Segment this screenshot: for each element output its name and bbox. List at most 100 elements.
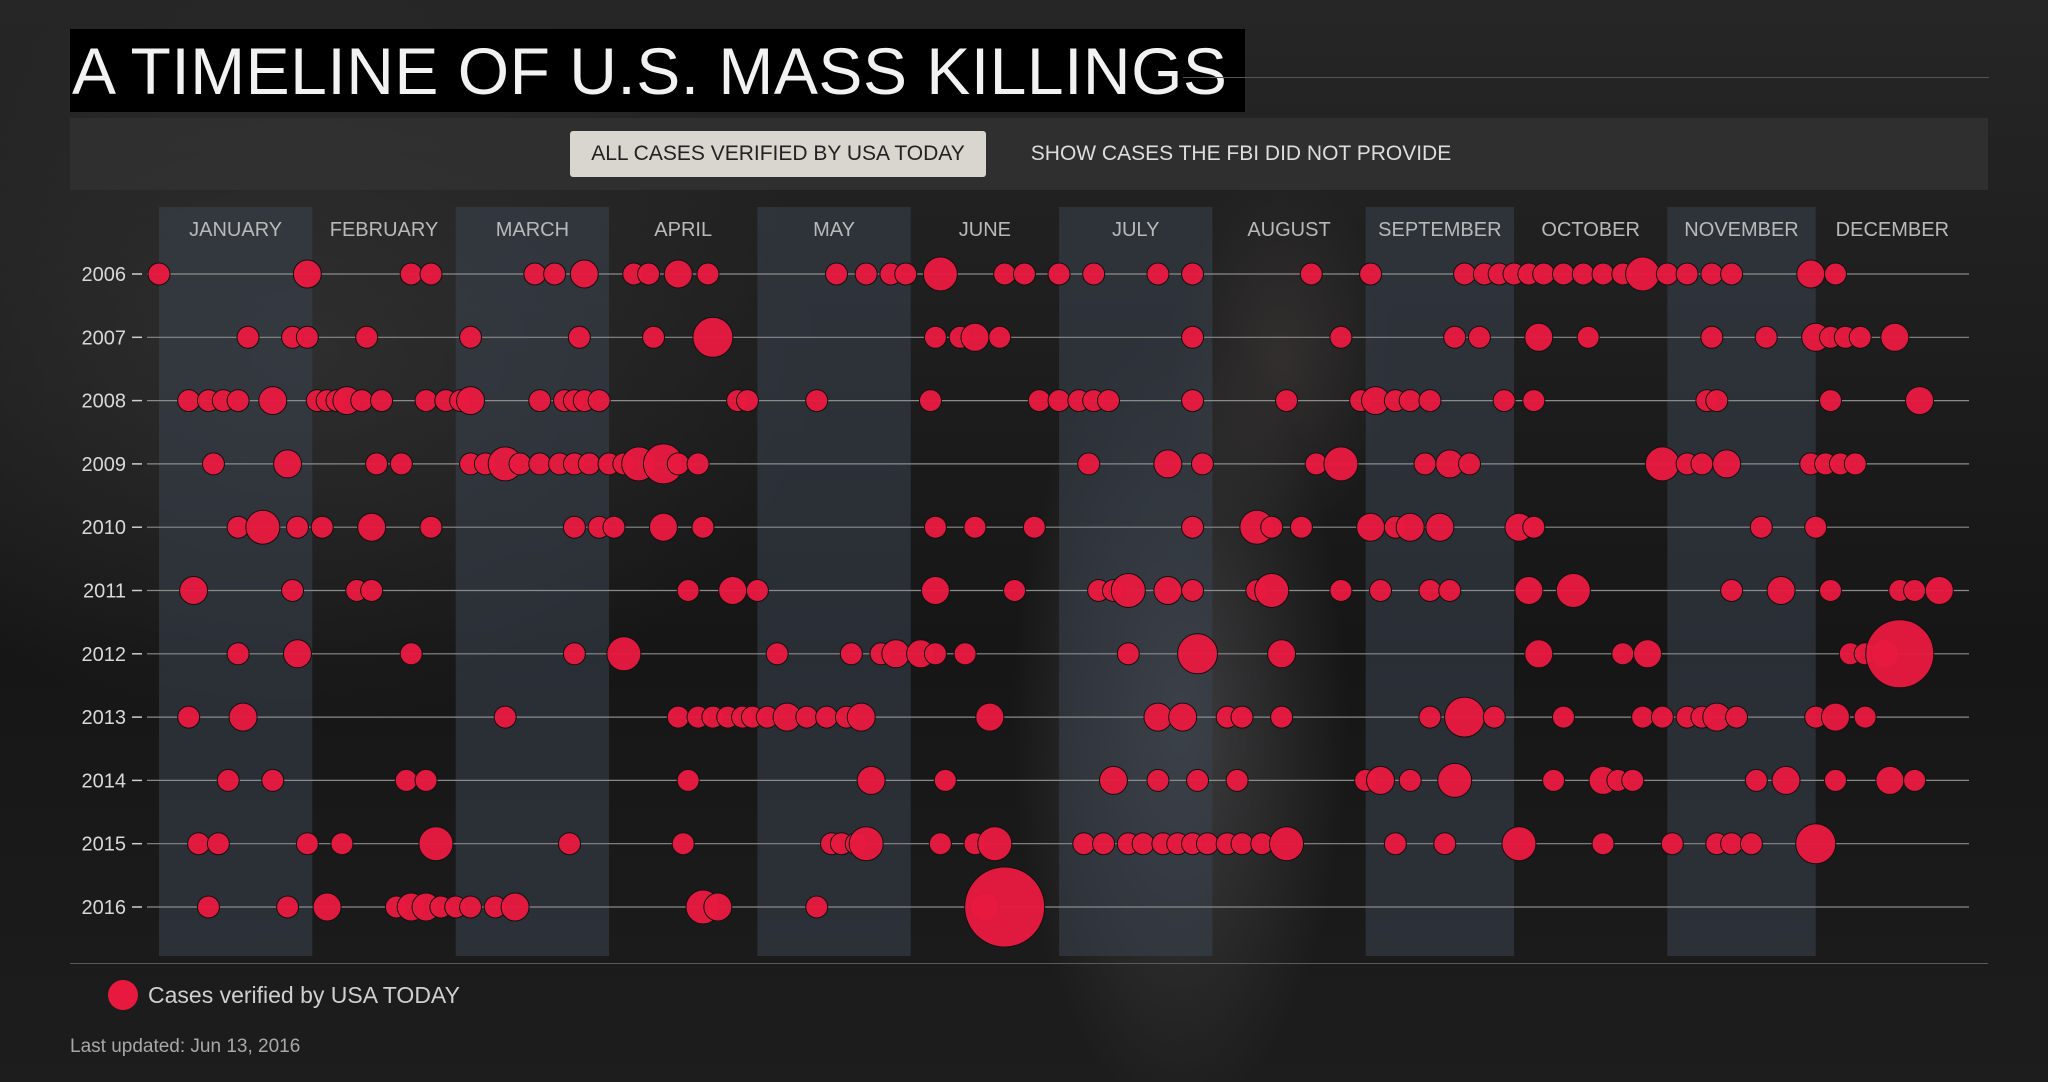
case-dot[interactable]	[1299, 262, 1323, 286]
case-dot[interactable]	[1492, 389, 1516, 413]
case-dot[interactable]	[206, 832, 230, 856]
case-dot[interactable]	[671, 832, 695, 856]
case-dot[interactable]	[1153, 576, 1183, 605]
case-dot[interactable]	[1749, 515, 1773, 539]
case-dot[interactable]	[663, 259, 693, 289]
case-dot[interactable]	[360, 579, 384, 602]
case-dot[interactable]	[1418, 579, 1442, 602]
case-dot[interactable]	[894, 262, 918, 286]
case-dot[interactable]	[201, 452, 225, 476]
case-dot[interactable]	[1097, 389, 1121, 413]
case-dot[interactable]	[1181, 325, 1205, 349]
case-dot[interactable]	[459, 325, 483, 349]
case-dot[interactable]	[846, 702, 876, 732]
fbi-not-provided-button[interactable]: SHOW CASES THE FBI DID NOT PROVIDE	[1010, 131, 1472, 177]
case-dot[interactable]	[394, 768, 418, 792]
case-dot[interactable]	[1501, 826, 1537, 862]
case-dot[interactable]	[577, 452, 601, 476]
case-dot[interactable]	[745, 579, 769, 602]
case-dot[interactable]	[1467, 325, 1491, 349]
case-dot[interactable]	[1329, 325, 1353, 349]
case-dot[interactable]	[676, 768, 700, 792]
case-dot[interactable]	[1269, 826, 1305, 862]
case-dot[interactable]	[1181, 579, 1205, 602]
case-dot[interactable]	[1186, 768, 1210, 792]
case-dot[interactable]	[1555, 573, 1591, 608]
case-dot[interactable]	[1611, 642, 1635, 666]
case-dot[interactable]	[1168, 702, 1198, 732]
case-dot[interactable]	[825, 262, 849, 286]
case-dot[interactable]	[1754, 325, 1778, 349]
case-dot[interactable]	[500, 892, 530, 922]
case-dot[interactable]	[459, 895, 483, 919]
case-dot[interactable]	[1712, 449, 1742, 479]
case-dot[interactable]	[226, 389, 250, 413]
case-dot[interactable]	[1880, 322, 1910, 352]
case-dot[interactable]	[1131, 832, 1155, 856]
case-dot[interactable]	[528, 452, 552, 476]
case-dot[interactable]	[418, 826, 454, 862]
case-dot[interactable]	[1675, 262, 1699, 286]
case-dot[interactable]	[1418, 705, 1442, 729]
case-dot[interactable]	[848, 826, 884, 862]
case-dot[interactable]	[1181, 389, 1205, 413]
case-dot[interactable]	[1823, 262, 1847, 286]
case-dot[interactable]	[1865, 619, 1935, 689]
case-dot[interactable]	[567, 325, 591, 349]
case-dot[interactable]	[414, 768, 438, 792]
case-dot[interactable]	[1047, 389, 1071, 413]
case-dot[interactable]	[1482, 705, 1506, 729]
case-dot[interactable]	[261, 768, 285, 792]
case-dot[interactable]	[1323, 446, 1359, 482]
case-dot[interactable]	[281, 579, 305, 602]
case-dot[interactable]	[1705, 389, 1729, 413]
case-dot[interactable]	[330, 832, 354, 856]
case-dot[interactable]	[1082, 262, 1106, 286]
case-dot[interactable]	[216, 768, 240, 792]
case-dot[interactable]	[1022, 515, 1046, 539]
case-dot[interactable]	[1438, 579, 1462, 602]
case-dot[interactable]	[569, 259, 599, 289]
case-dot[interactable]	[273, 449, 303, 479]
case-dot[interactable]	[993, 262, 1017, 286]
case-dot[interactable]	[696, 262, 720, 286]
case-dot[interactable]	[179, 576, 209, 605]
case-dot[interactable]	[1027, 389, 1051, 413]
case-dot[interactable]	[1369, 579, 1393, 602]
case-dot[interactable]	[920, 576, 950, 605]
case-dot[interactable]	[147, 262, 171, 286]
case-dot[interactable]	[1433, 832, 1457, 856]
case-dot[interactable]	[1270, 705, 1294, 729]
case-dot[interactable]	[735, 389, 759, 413]
case-dot[interactable]	[1077, 452, 1101, 476]
case-dot[interactable]	[258, 386, 288, 416]
case-dot[interactable]	[922, 256, 958, 292]
case-dot[interactable]	[1398, 389, 1422, 413]
case-dot[interactable]	[1444, 696, 1486, 738]
case-dot[interactable]	[355, 325, 379, 349]
case-dot[interactable]	[1796, 259, 1826, 289]
case-dot[interactable]	[1795, 823, 1837, 865]
case-dot[interactable]	[177, 705, 201, 729]
case-dot[interactable]	[1190, 452, 1214, 476]
case-dot[interactable]	[1413, 452, 1437, 476]
case-dot[interactable]	[1655, 262, 1679, 286]
case-dot[interactable]	[1072, 832, 1096, 856]
case-dot[interactable]	[1398, 768, 1422, 792]
case-dot[interactable]	[1924, 576, 1954, 605]
case-dot[interactable]	[1903, 768, 1927, 792]
case-dot[interactable]	[1443, 325, 1467, 349]
case-dot[interactable]	[310, 515, 334, 539]
case-dot[interactable]	[543, 262, 567, 286]
case-dot[interactable]	[1359, 262, 1383, 286]
case-dot[interactable]	[1532, 262, 1556, 286]
case-dot[interactable]	[312, 892, 342, 922]
case-dot[interactable]	[177, 389, 201, 413]
case-dot[interactable]	[692, 316, 734, 358]
case-dot[interactable]	[1453, 262, 1477, 286]
case-dot[interactable]	[928, 832, 952, 856]
case-dot[interactable]	[1744, 768, 1768, 792]
case-dot[interactable]	[282, 639, 312, 669]
case-dot[interactable]	[1700, 262, 1724, 286]
case-dot[interactable]	[960, 322, 990, 352]
